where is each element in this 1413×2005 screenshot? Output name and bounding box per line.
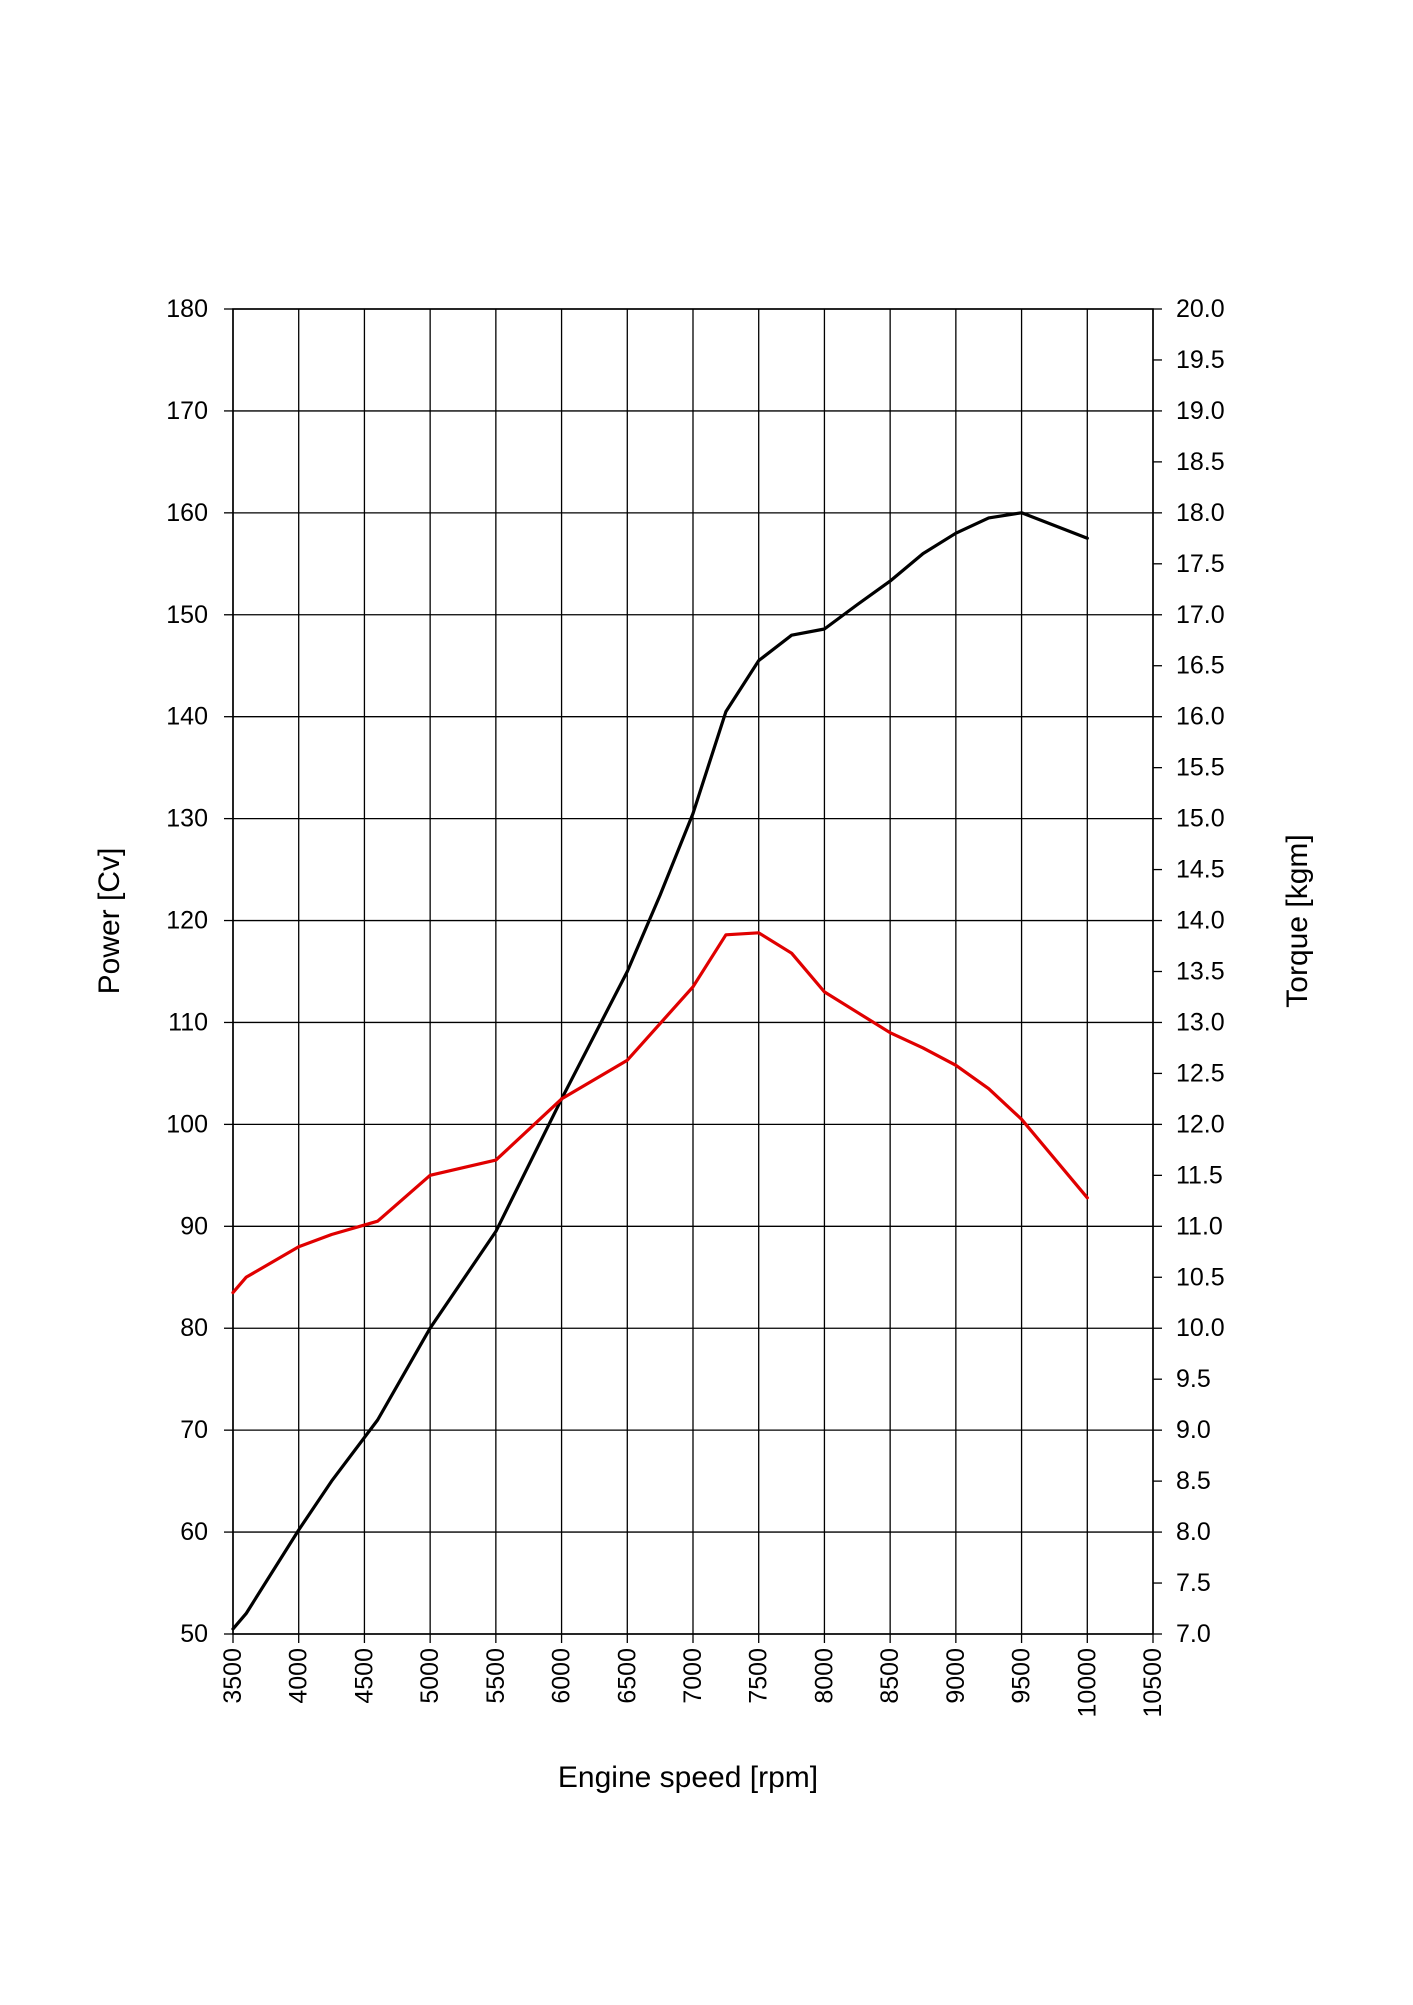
y2-tick-label: 15.0 — [1176, 805, 1225, 833]
x-tick-label: 5500 — [482, 1648, 510, 1704]
grid — [232, 308, 1154, 1635]
y2-tick-label: 7.0 — [1176, 1620, 1211, 1648]
y-tick-label: 90 — [180, 1212, 208, 1240]
y2-tick-label: 12.5 — [1176, 1059, 1225, 1087]
x-tick-label: 10000 — [1073, 1648, 1101, 1718]
y-tick-label: 80 — [180, 1314, 208, 1342]
y-tick-label: 100 — [166, 1110, 208, 1138]
y-tick-label: 150 — [166, 601, 208, 629]
y-tick-label: 160 — [166, 499, 208, 527]
x-tick-label: 9500 — [1008, 1648, 1036, 1704]
y2-tick-label: 11.0 — [1176, 1212, 1223, 1240]
y-tick-label: 170 — [166, 397, 208, 425]
y2-tick-label: 9.5 — [1176, 1365, 1211, 1393]
x-tick-label: 8000 — [810, 1648, 838, 1704]
x-axis-title: Engine speed [rpm] — [558, 1761, 818, 1794]
y2-tick-label: 7.5 — [1176, 1569, 1211, 1597]
x-tick-label: 10500 — [1139, 1648, 1167, 1718]
y2-tick-label: 18.5 — [1176, 448, 1225, 476]
x-tick-label: 4000 — [285, 1648, 313, 1704]
torque-line — [231, 931, 1089, 1295]
y2-tick-label: 15.5 — [1176, 754, 1225, 782]
x-tick-label: 6000 — [548, 1648, 576, 1704]
y2-tick-label: 8.5 — [1176, 1467, 1211, 1495]
y2-tick-label: 14.0 — [1176, 907, 1225, 935]
y-tick-label: 50 — [180, 1620, 208, 1648]
y2-tick-label: 17.5 — [1176, 550, 1225, 578]
y2-axis-title: Torque [kgm] — [1281, 834, 1314, 1007]
y-tick-label: 180 — [166, 295, 208, 323]
y2-tick-label: 10.5 — [1176, 1263, 1225, 1291]
y2-tick-label: 18.0 — [1176, 499, 1225, 527]
y2-tick-label: 12.0 — [1176, 1110, 1225, 1138]
y2-tick-label: 14.5 — [1176, 856, 1225, 884]
series-layer — [231, 511, 1089, 1631]
x-tick-label: 5000 — [416, 1648, 444, 1704]
y2-tick-label: 10.0 — [1176, 1314, 1225, 1342]
y-tick-label: 130 — [166, 805, 208, 833]
y2-tick-label: 11.5 — [1176, 1161, 1223, 1189]
y-tick-label: 140 — [166, 703, 208, 731]
x-tick-label: 4500 — [350, 1648, 378, 1704]
y2-tick-label: 20.0 — [1176, 295, 1225, 323]
y2-tick-label: 17.0 — [1176, 601, 1225, 629]
y-axis-title: Power [Cv] — [93, 848, 126, 995]
y2-tick-label: 13.0 — [1176, 1008, 1225, 1036]
y-tick-label: 60 — [180, 1518, 208, 1546]
y2-tick-label: 13.5 — [1176, 958, 1225, 986]
y-tick-label: 120 — [166, 907, 208, 935]
ticks: 3500 4000 4500 5000 5500 6000 6500 7000 7500 8000… — [166, 295, 1224, 1718]
x-tick-label: 6500 — [613, 1648, 641, 1704]
y-tick-label: 110 — [168, 1008, 208, 1036]
x-tick-label: 8500 — [876, 1648, 904, 1704]
y2-tick-label: 9.0 — [1176, 1416, 1211, 1444]
y2-tick-label: 8.0 — [1176, 1518, 1211, 1546]
y-tick-label: 70 — [180, 1416, 208, 1444]
power-line — [231, 511, 1089, 1631]
x-tick-label: 7000 — [679, 1648, 707, 1704]
x-tick-label: 9000 — [942, 1648, 970, 1704]
y2-tick-label: 16.5 — [1176, 652, 1225, 680]
y2-tick-label: 19.0 — [1176, 397, 1225, 425]
x-tick-label: 7500 — [745, 1648, 773, 1704]
y2-tick-label: 16.0 — [1176, 703, 1225, 731]
y2-tick-label: 19.5 — [1176, 346, 1225, 374]
x-tick-label: 3500 — [219, 1648, 247, 1704]
